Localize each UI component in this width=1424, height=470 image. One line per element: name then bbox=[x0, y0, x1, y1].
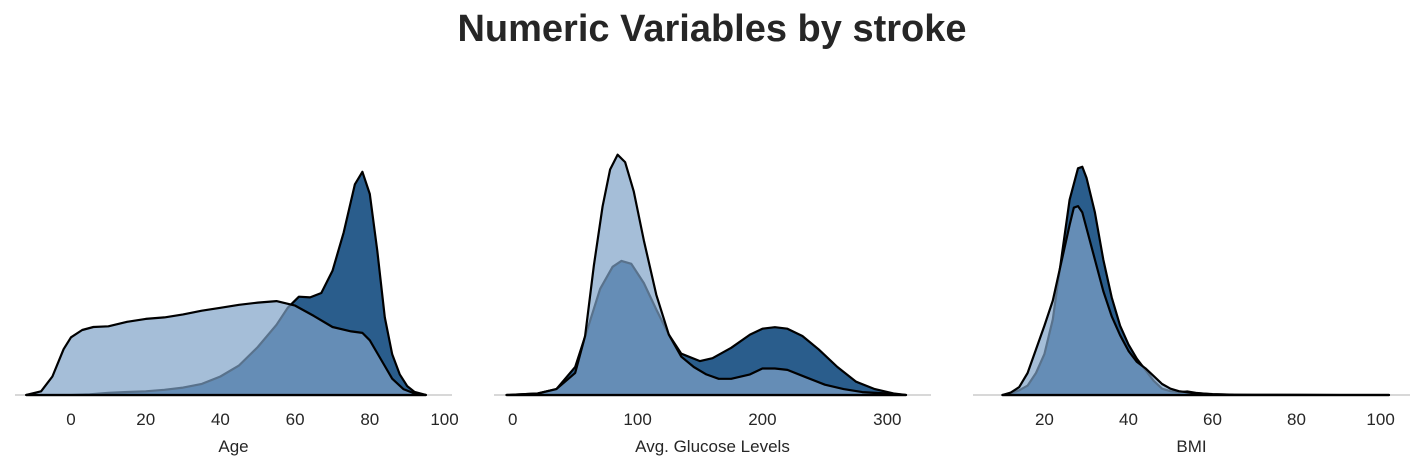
panel-glucose: 0 100 200 300 Avg. Glucose Levels bbox=[494, 153, 931, 456]
x-tick-label: 40 bbox=[1119, 410, 1138, 429]
x-tick-label: 100 bbox=[430, 410, 458, 429]
x-tick-label: 300 bbox=[873, 410, 901, 429]
x-tick-label: 100 bbox=[1366, 410, 1394, 429]
stroke-0-density-area bbox=[1001, 205, 1391, 397]
x-tick-label: 60 bbox=[1203, 410, 1222, 429]
chart-title: Numeric Variables by stroke bbox=[457, 8, 967, 50]
panel-bmi: 20 40 60 80 100 BMI bbox=[973, 165, 1410, 456]
x-tick-label: 200 bbox=[748, 410, 776, 429]
x-axis-label: BMI bbox=[1176, 437, 1206, 456]
x-tick-label: 0 bbox=[508, 410, 517, 429]
x-axis-label: Avg. Glucose Levels bbox=[635, 437, 790, 456]
x-tick-label: 20 bbox=[136, 410, 155, 429]
x-tick-label: 0 bbox=[66, 410, 75, 429]
x-tick-label: 100 bbox=[623, 410, 651, 429]
x-tick-label: 80 bbox=[360, 410, 379, 429]
x-axis-label: Age bbox=[218, 437, 248, 456]
stroke-0-density-area bbox=[505, 153, 908, 397]
x-tick-label: 60 bbox=[286, 410, 305, 429]
stroke-0-density-area bbox=[25, 300, 427, 397]
x-tick-label: 40 bbox=[211, 410, 230, 429]
x-tick-label: 80 bbox=[1287, 410, 1306, 429]
panel-age: 0 20 40 60 80 100 Age bbox=[15, 170, 459, 456]
x-tick-label: 20 bbox=[1035, 410, 1054, 429]
